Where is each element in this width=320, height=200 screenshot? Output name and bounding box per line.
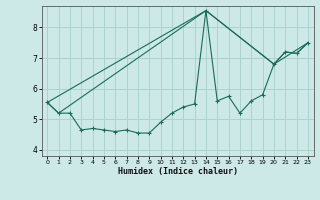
X-axis label: Humidex (Indice chaleur): Humidex (Indice chaleur) [118,167,237,176]
